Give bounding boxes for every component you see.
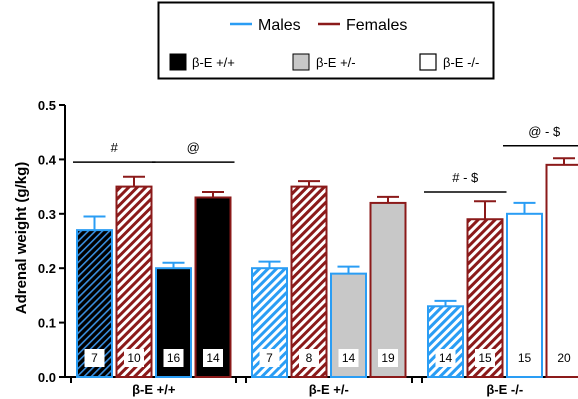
significance-label: @ [187, 140, 200, 155]
bar-females: 19 [369, 195, 407, 378]
legend-swatch-ko [419, 53, 437, 71]
bar-rect [290, 185, 328, 378]
n-label: 14 [439, 351, 453, 365]
group-label: β-E +/+ [132, 382, 176, 397]
legend-item-genotype-ko: β-E -/- [419, 53, 479, 71]
n-label-box [378, 349, 398, 367]
bar-males: 15 [506, 201, 543, 378]
bar-females: 20 [545, 157, 578, 378]
n-label-box [259, 349, 280, 367]
n-label-box [475, 349, 495, 367]
y-tick-label: 0.0 [38, 370, 56, 385]
bar-females: 10 [115, 175, 153, 378]
y-tick-label: 0.1 [38, 316, 56, 331]
legend-swatch-wt [169, 53, 187, 71]
n-label-box [203, 349, 223, 367]
significance-label: # - $ [452, 170, 479, 185]
legend-label-females: Females [346, 17, 407, 34]
bar-females: 8 [290, 180, 328, 378]
n-label-box [338, 349, 359, 367]
annotations-layer: # @ # - $ @ - $ [73, 124, 578, 193]
n-label: 16 [167, 351, 181, 365]
bar-females: 14 [194, 191, 232, 378]
n-label-box [554, 349, 574, 367]
legend-item-males: Males [230, 17, 301, 34]
legend-label-het: β-E +/- [316, 55, 356, 70]
n-label-box [163, 349, 184, 367]
legend-label-males: Males [258, 17, 301, 34]
group-label: β-E +/- [309, 382, 349, 397]
y-tick-label: 0.4 [38, 152, 57, 167]
legend-item-genotype-wt: β-E +/+ [169, 53, 235, 71]
n-label: 15 [518, 351, 532, 365]
bar-males: 16 [155, 261, 192, 379]
n-label: 10 [127, 351, 141, 365]
legend-label-ko: β-E -/- [443, 55, 479, 70]
legend-swatch-het [292, 53, 310, 71]
bar-males: 14 [427, 299, 464, 378]
n-label-box [435, 349, 456, 367]
legend-box [157, 1, 495, 80]
n-label: 7 [91, 351, 98, 365]
n-label-box [124, 349, 144, 367]
bar-males: 14 [330, 265, 367, 379]
n-label: 14 [206, 351, 220, 365]
bar-females: 15 [466, 200, 504, 378]
n-label: 15 [478, 351, 492, 365]
legend-item-females: Females [318, 17, 407, 34]
n-label-box [299, 349, 319, 367]
y-axis-label: Adrenal weight (g/kg) [13, 162, 30, 315]
group-label: β-E -/- [486, 382, 523, 397]
y-tick-label: 0.2 [38, 261, 56, 276]
legend-item-genotype-het: β-E +/- [292, 53, 356, 71]
bar-rect [545, 163, 578, 378]
bar-males: 7 [76, 215, 113, 378]
significance-label: # [111, 140, 119, 155]
bars-layer: 7 10 16 14 7 8 14 19 14 15 15 20 [76, 157, 578, 379]
y-tick-label: 0.3 [38, 207, 56, 222]
n-label-box [514, 349, 535, 367]
n-label: 14 [342, 351, 356, 365]
bar-males: 7 [251, 260, 288, 379]
n-label-box [84, 349, 105, 367]
n-label: 8 [306, 351, 313, 365]
significance-label: @ - $ [528, 124, 561, 139]
legend: Males Females β-E +/+ β-E +/- β-E -/- [157, 1, 495, 80]
y-tick-label: 0.5 [38, 98, 56, 113]
n-label: 19 [381, 351, 395, 365]
legend-label-wt: β-E +/+ [192, 55, 235, 70]
n-label: 20 [557, 351, 571, 365]
bar-rect [115, 185, 153, 378]
n-label: 7 [266, 351, 273, 365]
